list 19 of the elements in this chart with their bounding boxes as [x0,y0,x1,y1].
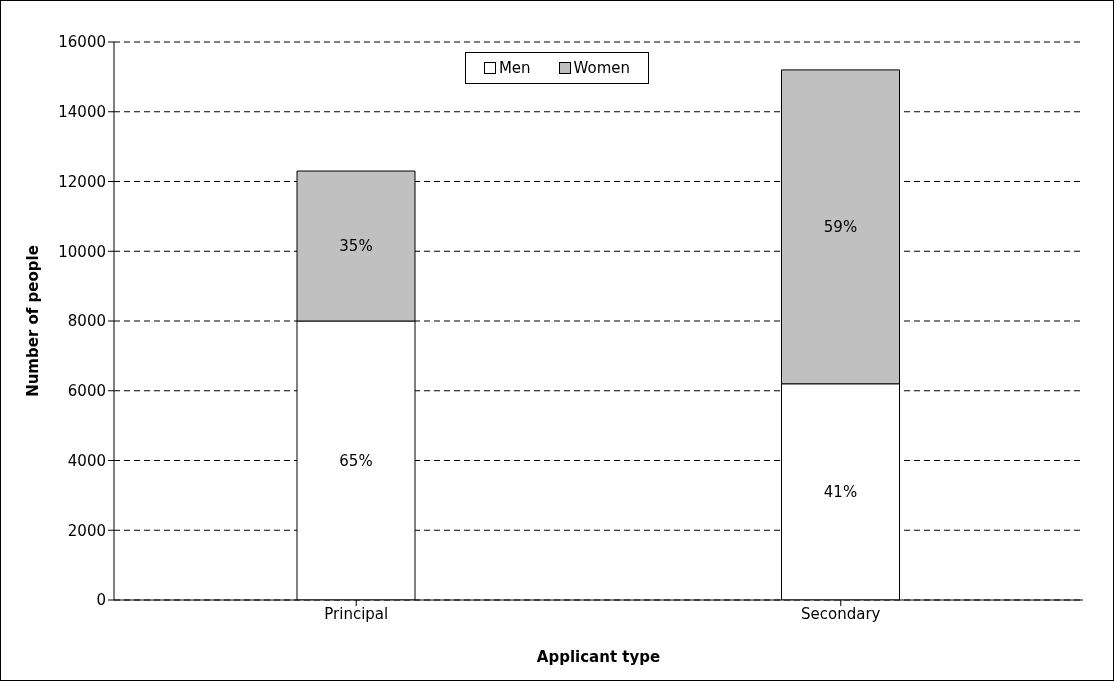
y-tick-label: 14000 [58,103,106,122]
x-axis-title: Applicant type [536,648,661,666]
y-tick-label: 2000 [67,521,106,540]
annotation: 41% [823,482,858,501]
annotation: 35% [339,237,373,256]
legend-label: Men [497,59,531,77]
y-tick-label: 4000 [67,451,106,470]
y-tick-label: 8000 [67,312,106,331]
y-tick-label: 6000 [67,382,106,401]
y-tick-label: 12000 [58,172,106,191]
x-tick-label: Secondary [801,604,881,623]
y-tick-label: 0 [96,591,106,610]
y-axis-title: Number of people [24,245,43,397]
annotation: 59% [823,217,858,236]
legend-label: Women [572,59,631,77]
x-tick-label: Principal [324,604,389,623]
y-tick-label: 10000 [58,242,106,261]
annotation: 65% [339,451,373,470]
y-tick-label: 16000 [58,33,106,52]
